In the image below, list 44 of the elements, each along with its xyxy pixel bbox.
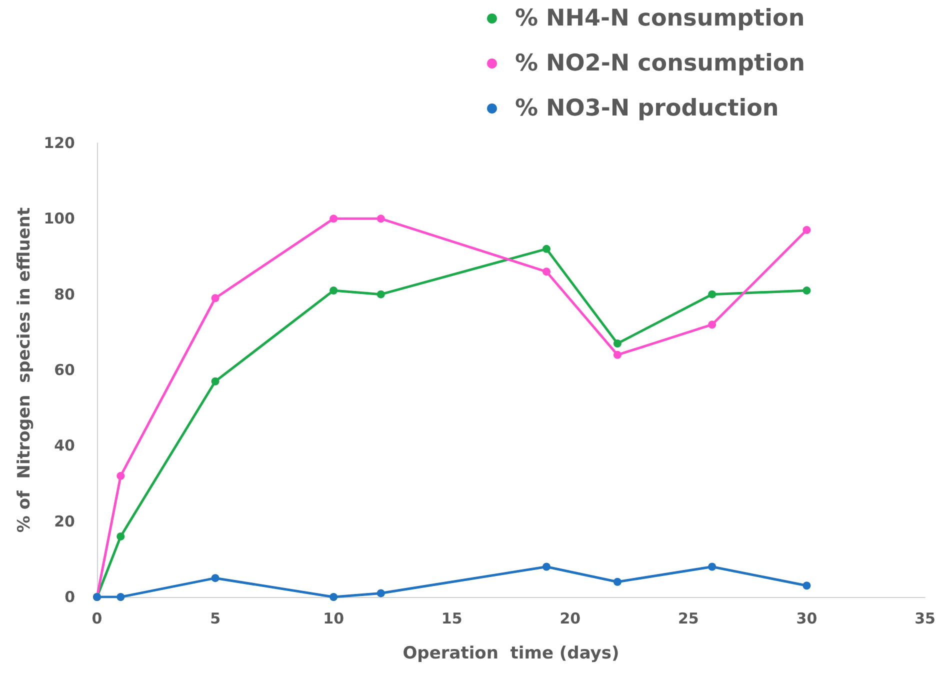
point (330, 286, 338, 295)
point (802, 286, 811, 295)
legend-label: % NO2-N consumption (514, 50, 805, 76)
x-tick-label: 0 (92, 610, 102, 628)
point (116, 472, 125, 480)
point (116, 532, 125, 540)
point (613, 350, 622, 359)
x-tick-label: 20 (560, 610, 581, 628)
point (211, 574, 220, 582)
point (613, 578, 622, 586)
point (376, 290, 385, 298)
point (708, 290, 716, 298)
x-axis-title: Operation time (days) (402, 644, 620, 664)
y-tick-label: 40 (54, 436, 75, 455)
y-tick-label: 60 (54, 361, 75, 379)
point (116, 593, 125, 601)
y-axis-title: % of Nitrogen species in effluent (14, 207, 34, 533)
x-tick-label: 5 (210, 610, 221, 628)
x-tick-label: 15 (441, 610, 462, 628)
point (708, 562, 716, 571)
legend-label: % NO3-N production (514, 96, 779, 122)
x-tick-label: 30 (796, 610, 818, 628)
legend-label: % NH4-N consumption (514, 6, 805, 32)
point (542, 562, 550, 571)
y-tick-label: 0 (64, 588, 75, 606)
point (376, 214, 385, 223)
point (330, 593, 338, 601)
y-tick-label: 20 (54, 512, 75, 530)
point (330, 214, 338, 223)
point (376, 589, 385, 598)
point (802, 582, 811, 590)
y-tick-label: 120 (44, 134, 75, 152)
point (542, 268, 550, 276)
x-tick-label: 35 (914, 610, 936, 628)
x-tick-label: 25 (678, 610, 699, 628)
point (211, 294, 220, 302)
y-tick-label: 100 (44, 210, 75, 228)
point (708, 320, 716, 329)
point (613, 340, 622, 348)
point (802, 226, 811, 234)
point (211, 377, 220, 386)
x-tick-label: 10 (323, 610, 344, 628)
point (542, 244, 550, 253)
y-tick-label: 80 (54, 285, 75, 304)
